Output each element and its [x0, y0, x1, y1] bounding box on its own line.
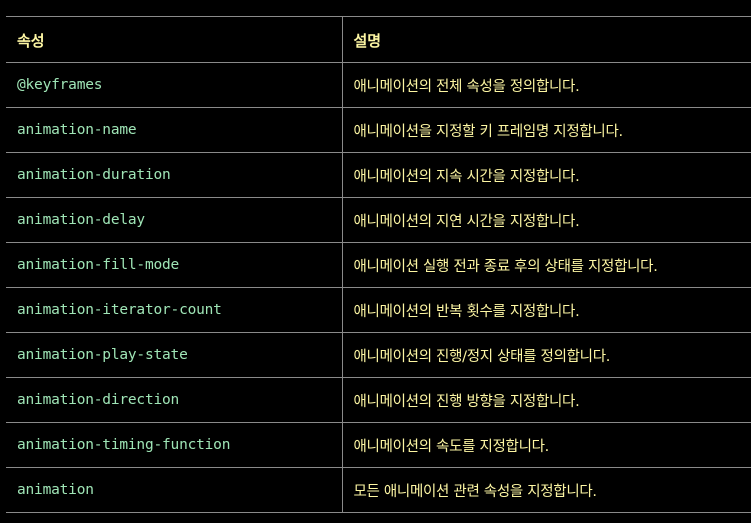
table-row: animation-delay 애니메이션의 지연 시간을 지정합니다.	[6, 197, 751, 243]
description-cell: 애니메이션의 지속 시간을 지정합니다.	[342, 152, 751, 198]
table-row: animation-fill-mode 애니메이션 실행 전과 종료 후의 상태…	[6, 242, 751, 288]
table-row: animation-iterator-count 애니메이션의 반복 횟수를 지…	[6, 287, 751, 333]
description-cell: 애니메이션의 전체 속성을 정의합니다.	[342, 62, 751, 108]
property-cell: animation	[6, 467, 343, 513]
property-cell: animation-fill-mode	[6, 242, 343, 288]
property-cell: animation-direction	[6, 377, 343, 423]
description-cell: 애니메이션의 진행/정지 상태를 정의합니다.	[342, 332, 751, 378]
header-property: 속성	[6, 16, 343, 63]
description-cell: 애니메이션의 속도를 지정합니다.	[342, 422, 751, 468]
property-cell: animation-play-state	[6, 332, 343, 378]
property-cell: animation-name	[6, 107, 343, 153]
description-cell: 애니메이션의 지연 시간을 지정합니다.	[342, 197, 751, 243]
property-cell: animation-timing-function	[6, 422, 343, 468]
description-cell: 애니메이션의 반복 횟수를 지정합니다.	[342, 287, 751, 333]
description-cell: 모든 애니메이션 관련 속성을 지정합니다.	[342, 467, 751, 513]
table-row: animation-timing-function 애니메이션의 속도를 지정합…	[6, 422, 751, 468]
property-cell: @keyframes	[6, 62, 343, 108]
table-row: animation-name 애니메이션을 지정할 키 프레임명 지정합니다.	[6, 107, 751, 153]
description-cell: 애니메이션을 지정할 키 프레임명 지정합니다.	[342, 107, 751, 153]
description-cell: 애니메이션 실행 전과 종료 후의 상태를 지정합니다.	[342, 242, 751, 288]
table-header-row: 속성 설명	[6, 16, 751, 63]
property-cell: animation-iterator-count	[6, 287, 343, 333]
header-description: 설명	[342, 16, 751, 63]
table-row: @keyframes 애니메이션의 전체 속성을 정의합니다.	[6, 62, 751, 108]
table-container: 속성 설명 @keyframes 애니메이션의 전체 속성을 정의합니다. an…	[6, 16, 751, 513]
table-row: animation-duration 애니메이션의 지속 시간을 지정합니다.	[6, 152, 751, 198]
table-row: animation-play-state 애니메이션의 진행/정지 상태를 정의…	[6, 332, 751, 378]
table-row: animation-direction 애니메이션의 진행 방향을 지정합니다.	[6, 377, 751, 423]
table-row: animation 모든 애니메이션 관련 속성을 지정합니다.	[6, 467, 751, 513]
description-cell: 애니메이션의 진행 방향을 지정합니다.	[342, 377, 751, 423]
animation-properties-table: 속성 설명 @keyframes 애니메이션의 전체 속성을 정의합니다. an…	[6, 16, 751, 513]
property-cell: animation-delay	[6, 197, 343, 243]
property-cell: animation-duration	[6, 152, 343, 198]
